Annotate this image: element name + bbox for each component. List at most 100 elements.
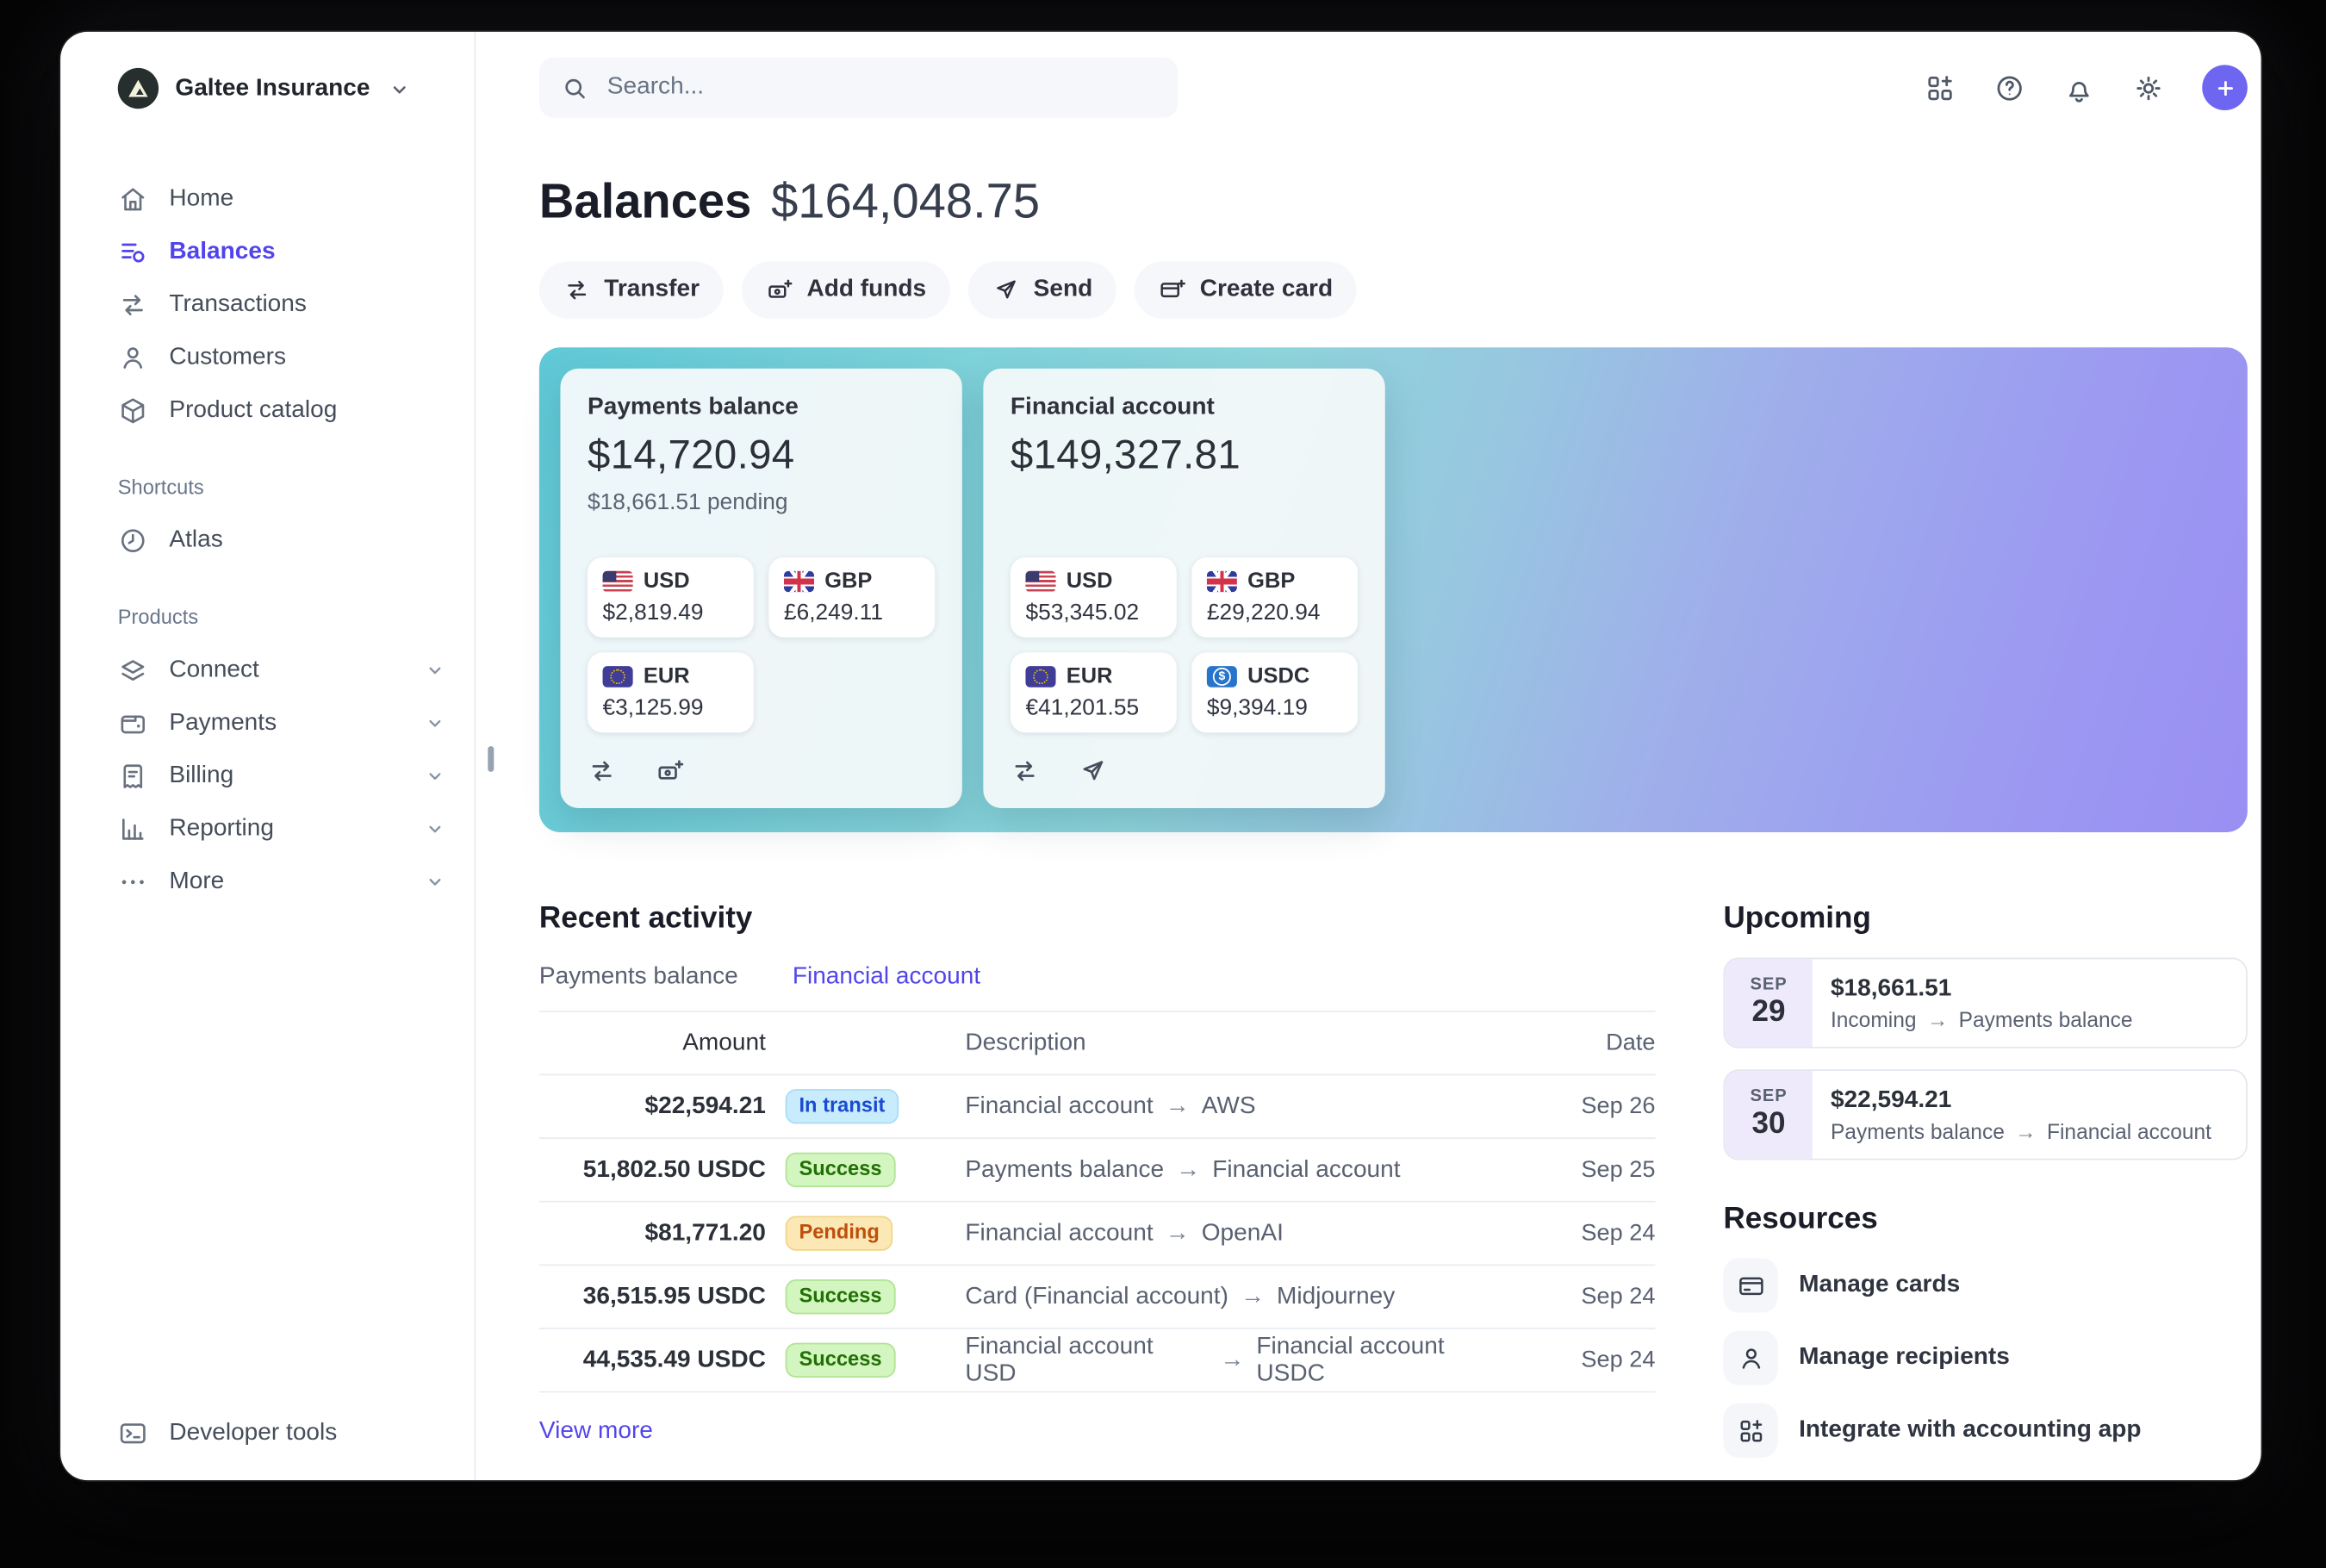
payments-balance-card[interactable]: Payments balance $14,720.94 $18,661.51 p… [560,368,962,808]
chevron-down-icon [426,767,444,785]
send-icon[interactable] [1079,756,1107,785]
add-funds-button[interactable]: Add funds [742,261,951,319]
sidebar-item-transactions[interactable]: Transactions [118,278,447,331]
sidebar-item-balances[interactable]: Balances [118,225,447,277]
view-more-link[interactable]: View more [538,1418,653,1445]
notifications-icon[interactable] [2063,72,2095,103]
chevron-down-icon [426,873,444,891]
balances-banner: Payments balance $14,720.94 $18,661.51 p… [538,347,2248,833]
status-badge: Success [785,1341,896,1378]
sidebar-item-product-catalog[interactable]: Product catalog [118,383,447,436]
chevron-down-icon [426,819,444,837]
arrow-right-icon: → [1240,1283,1265,1310]
table-row[interactable]: 44,535.49 USDC Success Financial account… [538,1329,1656,1393]
page-title: Balances [538,173,752,228]
apps-add-icon [1723,1403,1778,1458]
chevron-down-icon [426,661,444,679]
upcoming-title: Upcoming [1723,901,1871,936]
search-bar[interactable] [538,57,1179,118]
workspace-logo [117,67,159,109]
activity-tabs: Payments balance Financial account [539,964,1656,992]
search-input[interactable] [604,72,1157,103]
balances-icon [118,236,148,266]
recent-activity-section: Recent activity Payments balance Financi… [538,901,1656,1467]
sidebar-item-developer-tools[interactable]: Developer tools [118,1406,447,1459]
customers-icon [118,342,148,372]
tab-payments-balance[interactable]: Payments balance [538,963,738,990]
layers-icon [118,655,148,685]
transfer-icon[interactable] [1011,756,1039,785]
status-badge: In transit [785,1088,899,1125]
page-total: $164,048.75 [771,173,1041,228]
workspace-name: Galtee Insurance [175,74,370,101]
currency-chip-eur[interactable]: EUR €3,125.99 [588,652,754,733]
arrow-right-icon: → [1926,1006,1949,1031]
currency-chip-gbp[interactable]: GBP £6,249.11 [768,557,936,638]
sidebar-item-payments[interactable]: Payments [118,696,447,749]
transactions-icon [118,289,148,320]
sidebar-item-connect[interactable]: Connect [118,644,447,696]
home-icon [118,184,148,214]
payments-balance-amount: $14,720.94 [588,432,795,478]
sidebar-item-reporting[interactable]: Reporting [118,802,447,855]
terminal-icon [118,1417,148,1447]
upcoming-item[interactable]: SEP 30 $22,594.21 Payments balance → Finan… [1723,1069,2248,1160]
ellipsis-icon [118,866,148,896]
status-badge: Success [785,1279,896,1316]
manage-recipients-link[interactable]: Manage recipients [1723,1322,2247,1394]
sidebar-item-atlas[interactable]: Atlas [118,513,447,566]
sidebar-item-more[interactable]: More [118,855,447,907]
settings-icon[interactable] [2133,72,2165,103]
page-header: Balances $164,048.75 [539,174,2261,230]
invoice-icon [118,761,148,791]
table-row[interactable]: 36,515.95 USDC Success Card (Financial a… [538,1266,1656,1329]
divider [538,1010,1656,1012]
person-icon [1723,1330,1778,1385]
status-badge: Pending [785,1215,893,1252]
arrow-right-icon: → [2015,1118,2037,1143]
create-icon[interactable] [2202,65,2248,110]
search-icon [560,73,588,102]
apps-add-icon[interactable] [1925,72,1956,103]
currency-chip-gbp[interactable]: GBP £29,220.94 [1191,557,1359,638]
create-card-button[interactable]: Create card [1135,261,1358,319]
table-row[interactable]: $81,771.20 Pending Financial account → Ope… [538,1203,1656,1266]
workspace-switcher[interactable]: Galtee Insurance [117,67,447,109]
financial-account-amount: $149,327.81 [1010,432,1241,478]
currency-chip-usd[interactable]: USD $2,819.49 [588,557,754,638]
table-row[interactable]: 51,802.50 USDC Success Payments balance →… [538,1139,1656,1203]
sidebar-item-billing[interactable]: Billing [118,750,447,802]
chevron-down-icon [389,80,409,100]
currency-chip-usd[interactable]: USD $53,345.02 [1010,557,1177,638]
financial-account-card[interactable]: Financial account $149,327.81 USD $53,34… [983,368,1385,808]
add-funds-icon[interactable] [656,756,684,785]
app-window: Galtee Insurance Home Balances Transacti… [60,31,2261,1481]
recent-activity-title: Recent activity [538,901,753,936]
action-buttons: Transfer Add funds Send Create card [538,261,2261,319]
send-icon [992,277,1020,304]
upcoming-item[interactable]: SEP 29 $18,661.51 Incoming → Payments bala… [1723,957,2248,1048]
shortcuts-section-label: Shortcuts [117,476,204,499]
transfer-icon [563,277,591,304]
us-flag-icon [602,570,633,593]
tab-financial-account[interactable]: Financial account [792,963,981,990]
sidebar-item-customers[interactable]: Customers [118,331,447,383]
send-button[interactable]: Send [968,261,1117,319]
box-icon [118,395,148,425]
uk-flag-icon [783,570,815,593]
currency-chip-eur[interactable]: EUR €41,201.55 [1010,652,1177,733]
sidebar-item-home[interactable]: Home [118,172,447,225]
manage-cards-link[interactable]: Manage cards [1723,1249,2247,1322]
bar-chart-icon [118,813,148,843]
integrate-accounting-link[interactable]: Integrate with accounting app [1723,1394,2247,1466]
arrow-right-icon: → [1165,1219,1190,1246]
help-icon[interactable] [1993,72,2025,103]
scrollbar-thumb[interactable] [488,746,494,772]
transfer-icon[interactable] [588,756,616,785]
currency-chip-usdc[interactable]: USDC $9,394.19 [1191,652,1359,733]
us-flag-icon [1025,570,1056,593]
eu-flag-icon [1025,666,1056,688]
transfer-button[interactable]: Transfer [538,261,725,319]
table-row[interactable]: $22,594.21 In transit Financial account →… [538,1075,1656,1139]
status-badge: Success [785,1151,896,1188]
